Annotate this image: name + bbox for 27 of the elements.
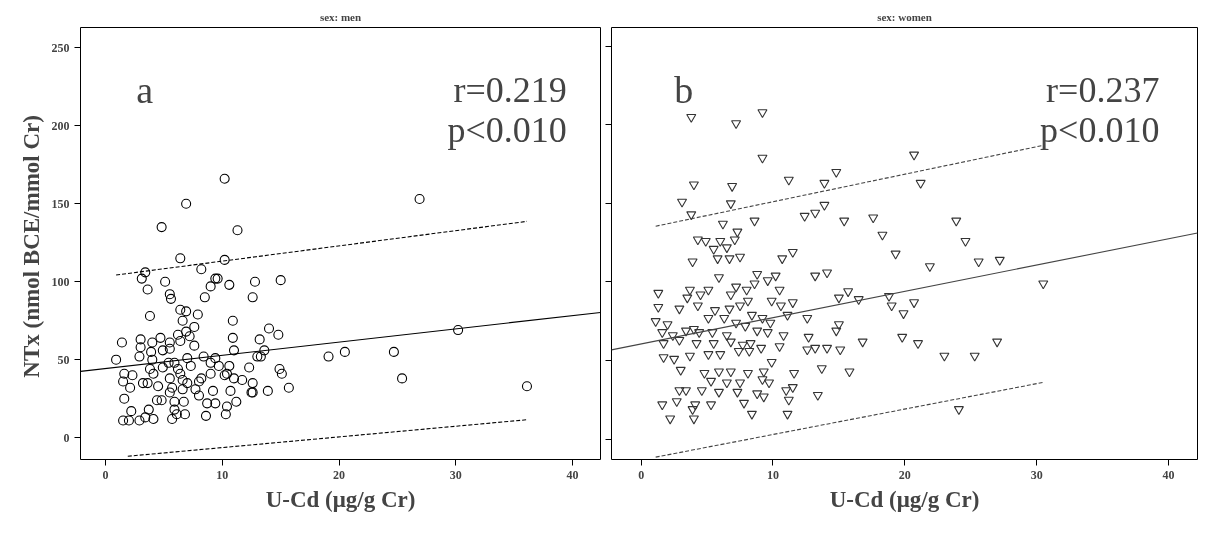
x-tick-label: 10 bbox=[767, 467, 779, 482]
annotation: b bbox=[674, 69, 694, 112]
x-tick-label: 20 bbox=[898, 467, 911, 482]
x-tick-label: 0 bbox=[638, 467, 645, 482]
annotation: p<0.010 bbox=[447, 110, 567, 151]
x-tick-label: 40 bbox=[566, 467, 579, 482]
x-tick-label: 10 bbox=[216, 467, 229, 482]
y-tick-label: 50 bbox=[57, 352, 70, 367]
x-tick-label: 30 bbox=[1030, 467, 1043, 482]
x-tick-label: 0 bbox=[102, 467, 109, 482]
x-tick-label: 40 bbox=[1162, 467, 1175, 482]
annotation: a bbox=[136, 69, 154, 112]
annotation: r=0.219 bbox=[453, 70, 567, 111]
y-tick-label: 200 bbox=[51, 118, 70, 133]
y-tick-label: 0 bbox=[63, 430, 70, 445]
x-axis-title: U-Cd (μg/g Cr) bbox=[829, 486, 980, 512]
chart-title: sex: men bbox=[319, 10, 362, 23]
x-axis-title: U-Cd (μg/g Cr) bbox=[265, 486, 416, 512]
chart-title: sex: women bbox=[877, 10, 932, 23]
annotation: p<0.010 bbox=[1040, 110, 1160, 151]
y-tick-label: 150 bbox=[51, 196, 70, 211]
y-axis-title: NTx (nmol BCE/mmol Cr) bbox=[18, 115, 44, 378]
annotation: r=0.237 bbox=[1046, 70, 1160, 111]
x-tick-label: 20 bbox=[333, 467, 346, 482]
x-tick-label: 30 bbox=[449, 467, 462, 482]
y-tick-label: 100 bbox=[51, 274, 70, 289]
y-tick-label: 250 bbox=[51, 40, 70, 55]
